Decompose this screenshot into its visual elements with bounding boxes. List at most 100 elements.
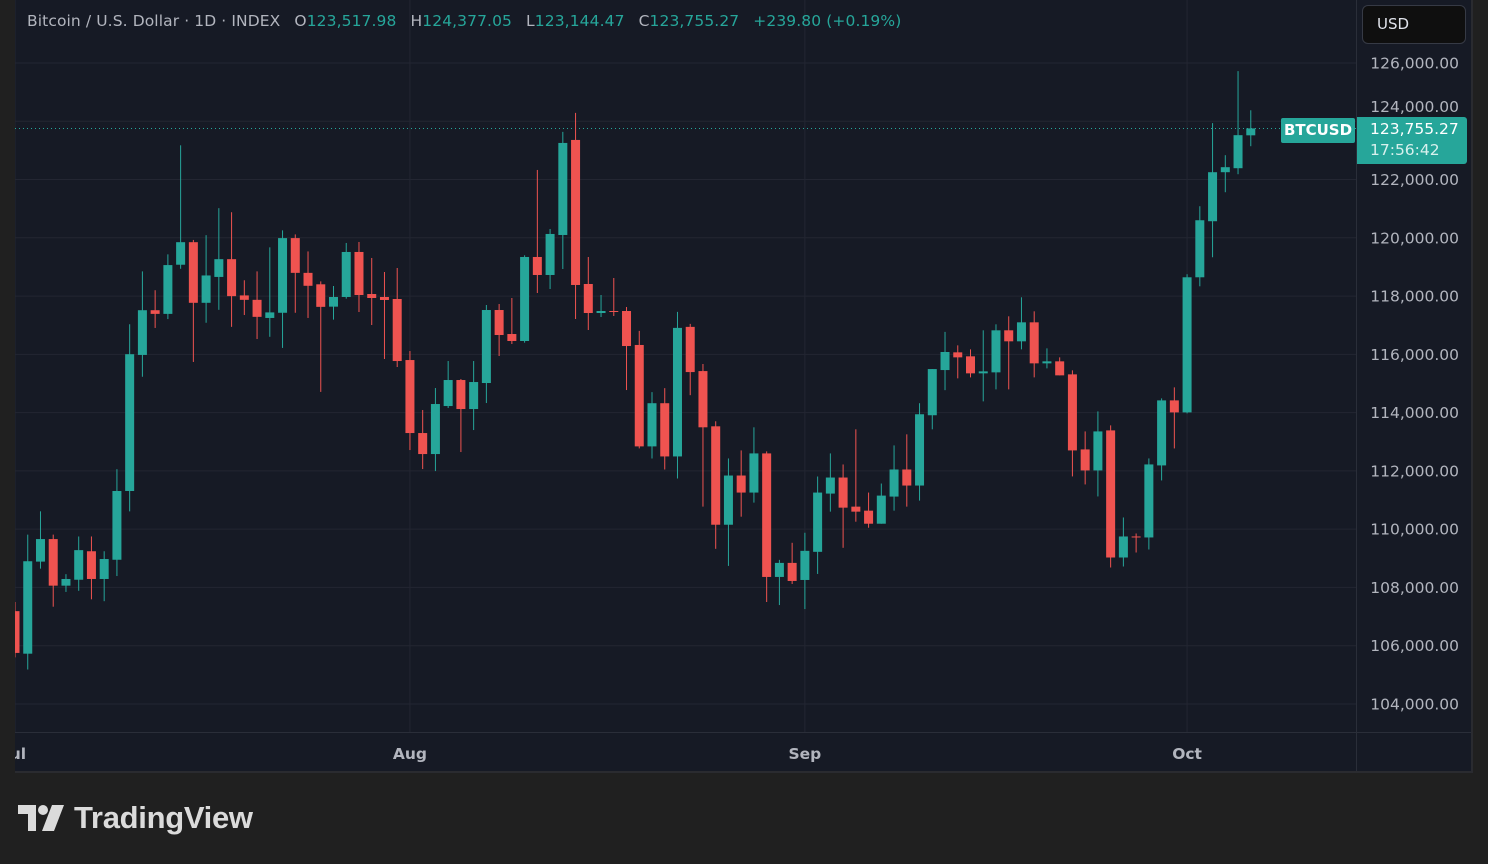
candle-body (838, 477, 848, 508)
chart-panel[interactable]: 104,000.00 106,000.00 108,000.00 110,000.00… (15, 0, 1473, 773)
low-label: L (526, 12, 535, 30)
candle-body (507, 334, 517, 342)
candle-body (1042, 361, 1052, 364)
candle (838, 464, 848, 548)
candle-body (1055, 361, 1065, 376)
price-tick-label[interactable]: 112,000.00 (1370, 462, 1459, 480)
candle-body (405, 360, 415, 434)
candle (1093, 411, 1103, 497)
candle-body (558, 142, 568, 235)
last-price: 123,755.27 (1370, 120, 1459, 138)
candle-body (367, 294, 377, 299)
candle-body (711, 426, 721, 525)
symbol-description: Bitcoin / U.S. Dollar · 1D · INDEX (27, 12, 281, 30)
candle (558, 131, 568, 269)
price-tick-label[interactable]: 114,000.00 (1370, 404, 1459, 422)
candle-body (418, 433, 428, 455)
grid-lines (15, 0, 1356, 732)
candle (1131, 533, 1141, 553)
price-tick-label[interactable]: 110,000.00 (1370, 521, 1459, 539)
price-tick-label[interactable]: 120,000.00 (1370, 229, 1459, 247)
time-tick-label[interactable]: Jul (15, 745, 26, 763)
candle (711, 421, 721, 549)
candle (176, 145, 186, 269)
candle (61, 574, 71, 592)
candle-body (48, 539, 58, 586)
candle-body (303, 272, 313, 286)
tradingview-logo[interactable]: TradingView (18, 800, 253, 836)
candle-body (265, 312, 275, 318)
candle (392, 267, 402, 368)
candle (239, 280, 249, 316)
time-tick-label[interactable]: Sep (788, 745, 821, 763)
candle (723, 458, 733, 566)
price-tick-label[interactable]: 122,000.00 (1370, 171, 1459, 189)
candle-body (622, 310, 632, 347)
last-price-tag: 123,755.27 17:56:42 (1357, 117, 1467, 164)
price-tick-label[interactable]: 116,000.00 (1370, 346, 1459, 364)
candle (571, 112, 581, 320)
candle (966, 349, 975, 378)
candle-body (774, 562, 784, 577)
candle (647, 392, 657, 459)
currency-button[interactable]: USD (1362, 5, 1466, 44)
candle (1118, 517, 1128, 567)
candle-body (1080, 449, 1090, 471)
candle (762, 451, 772, 603)
candle-body (201, 275, 211, 303)
candle (1157, 398, 1167, 481)
price-tick-label[interactable]: 108,000.00 (1370, 579, 1459, 597)
candle (583, 256, 593, 330)
candle (430, 388, 440, 472)
candle (1144, 458, 1154, 550)
candle (1106, 425, 1116, 568)
price-tick-label[interactable]: 104,000.00 (1370, 695, 1459, 713)
candle (469, 361, 479, 431)
candle (1208, 123, 1218, 258)
price-tick-label[interactable]: 106,000.00 (1370, 637, 1459, 655)
candle-body (341, 251, 351, 297)
candle (137, 271, 147, 377)
candle-body (430, 404, 440, 455)
candle (507, 298, 517, 345)
candle-body (1208, 172, 1218, 222)
price-tick-label[interactable]: 124,000.00 (1370, 98, 1459, 116)
candle-body (966, 356, 975, 374)
candle-body (1118, 536, 1128, 558)
candle-body (991, 330, 1001, 373)
candle (35, 511, 45, 569)
candle (622, 307, 632, 391)
price-tick-label[interactable]: 126,000.00 (1370, 55, 1459, 73)
price-axis[interactable]: 104,000.00 106,000.00 108,000.00 110,000.00… (1370, 55, 1459, 714)
candle (494, 304, 504, 357)
candle (596, 295, 606, 317)
candle-body (176, 242, 186, 265)
close-value: 123,755.27 (649, 12, 740, 30)
candle (736, 450, 746, 517)
candle-body (583, 283, 593, 314)
candle-body (520, 256, 530, 342)
candle-body (1106, 430, 1116, 558)
open-label: O (294, 12, 307, 30)
candle (456, 379, 466, 453)
candle (163, 254, 173, 320)
time-tick-label[interactable]: Oct (1172, 745, 1202, 763)
candlestick-chart[interactable]: 104,000.00 106,000.00 108,000.00 110,000.00… (15, 0, 1473, 773)
candle (902, 434, 912, 507)
candle (99, 551, 109, 602)
change-value: +239.80 (+0.19%) (753, 12, 902, 30)
candle-body (672, 327, 682, 457)
candle (1055, 357, 1065, 376)
candle (316, 281, 326, 392)
candle (443, 361, 453, 409)
price-tick-label[interactable]: 118,000.00 (1370, 288, 1459, 306)
candle-body (15, 611, 20, 653)
time-axis[interactable]: Jul Aug Sep Oct (15, 745, 1203, 763)
candle (265, 247, 275, 337)
candle (354, 241, 364, 313)
candle-body (163, 265, 173, 314)
candle (48, 534, 58, 607)
time-tick-label[interactable]: Aug (393, 745, 427, 763)
candle (1016, 297, 1026, 350)
candle-body (1131, 536, 1141, 538)
